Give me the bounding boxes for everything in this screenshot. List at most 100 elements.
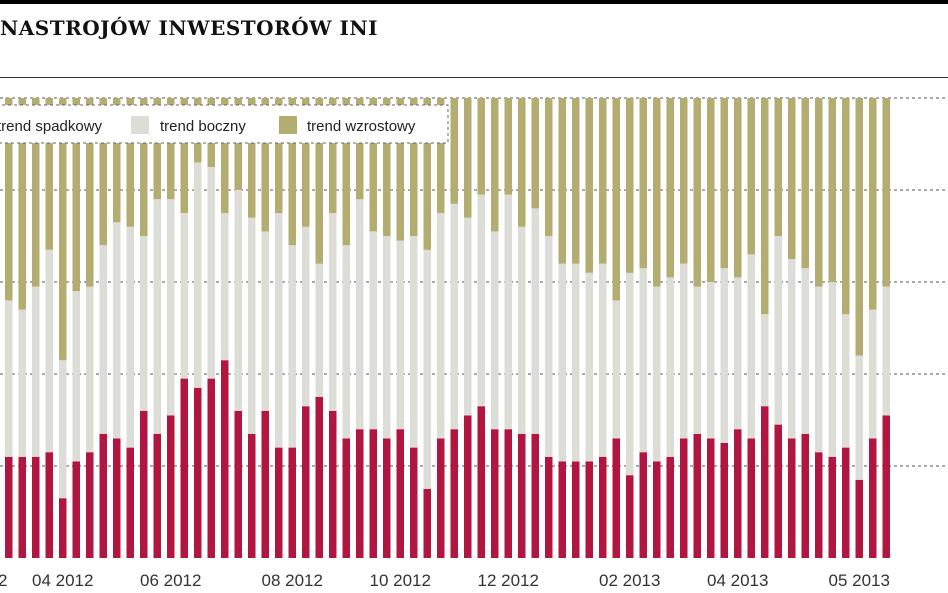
bar-up-43 [585, 98, 593, 273]
bar-up-50 [680, 98, 688, 264]
bar-down-41 [558, 461, 566, 558]
bar-down-50 [680, 438, 688, 558]
x-axis-ticks: 2 04 2012 06 2012 08 2012 10 2012 12 2012 02 2… [0, 571, 890, 590]
bar-side-45 [612, 300, 620, 439]
bar-up-35 [477, 98, 485, 195]
bar-down-30 [410, 447, 418, 558]
bar-side-10 [140, 236, 148, 411]
bar-down-3 [45, 452, 53, 558]
chart-title: NASTROJÓW INWESTORÓW INI [0, 16, 379, 40]
bar-up-46 [626, 98, 634, 273]
bar-up-65 [882, 98, 890, 287]
bar-down-0 [5, 456, 13, 558]
bar-side-51 [693, 286, 701, 434]
bar-side-4 [59, 360, 67, 499]
bar-down-25 [342, 438, 350, 558]
bar-side-27 [369, 231, 377, 430]
bar-up-2 [32, 98, 40, 287]
bar-up-1 [18, 98, 26, 310]
bar-side-62 [842, 314, 850, 448]
bar-side-32 [437, 213, 445, 439]
bar-side-40 [545, 236, 553, 457]
bar-down-48 [653, 461, 661, 558]
bar-down-51 [693, 433, 701, 558]
bar-side-18 [248, 217, 256, 434]
bar-up-17 [234, 98, 242, 190]
bar-down-65 [882, 415, 890, 558]
bar-side-63 [855, 355, 863, 480]
bar-down-55 [747, 438, 755, 558]
bar-side-6 [86, 286, 94, 453]
bar-side-7 [99, 245, 107, 434]
bar-down-63 [855, 479, 863, 558]
bar-side-56 [761, 314, 769, 407]
bar-up-6 [86, 98, 94, 287]
bar-side-58 [788, 259, 796, 439]
bar-down-9 [126, 447, 134, 558]
bar-up-5 [72, 98, 80, 292]
legend-swatch [279, 116, 297, 134]
bar-side-64 [869, 309, 877, 439]
legend-label: trend wzrostowy [307, 118, 416, 135]
bar-down-13 [180, 378, 188, 558]
bar-down-15 [207, 378, 215, 558]
bar-up-62 [842, 98, 850, 315]
bar-side-39 [531, 208, 539, 434]
bar-side-29 [396, 240, 404, 430]
bar-side-46 [626, 272, 634, 476]
bar-side-17 [234, 190, 242, 411]
bar-up-51 [693, 98, 701, 287]
bar-down-29 [396, 429, 404, 558]
bar-up-44 [599, 98, 607, 264]
bar-down-46 [626, 475, 634, 558]
bar-down-40 [545, 456, 553, 558]
bar-down-61 [828, 456, 836, 558]
x-tick-label: 08 2012 [262, 571, 323, 590]
bar-down-59 [801, 433, 809, 558]
bar-up-29 [396, 98, 404, 241]
bar-up-63 [855, 98, 863, 356]
bar-down-60 [815, 452, 823, 558]
bar-up-32 [437, 98, 445, 213]
x-tick-label: 04 2012 [32, 571, 93, 590]
bar-side-20 [275, 213, 283, 448]
bar-down-27 [369, 429, 377, 558]
x-tick-label: 10 2012 [370, 571, 431, 590]
bar-down-21 [288, 447, 296, 558]
bar-side-65 [882, 286, 890, 416]
bar-down-7 [99, 433, 107, 558]
bar-up-13 [180, 98, 188, 213]
bar-up-10 [140, 98, 148, 236]
bar-up-28 [383, 98, 391, 236]
bar-side-3 [45, 249, 53, 453]
bar-up-58 [788, 98, 796, 259]
bar-down-58 [788, 438, 796, 558]
bar-side-35 [477, 194, 485, 407]
bar-down-1 [18, 456, 26, 558]
bar-up-47 [639, 98, 647, 269]
bar-side-13 [180, 213, 188, 379]
bar-up-61 [828, 98, 836, 282]
bar-up-53 [720, 98, 728, 269]
bar-down-32 [437, 438, 445, 558]
legend: trend spadkowy trend boczny trend wzrostow… [0, 104, 449, 144]
bar-side-41 [558, 263, 566, 462]
bar-down-43 [585, 461, 593, 558]
bar-side-34 [464, 217, 472, 416]
bar-down-14 [194, 387, 202, 558]
bar-up-45 [612, 98, 620, 301]
legend-swatch [131, 116, 149, 134]
bar-down-26 [356, 429, 364, 558]
bar-side-49 [666, 277, 674, 457]
bar-up-27 [369, 98, 377, 232]
bar-down-31 [423, 489, 431, 558]
x-tick-label: 2 [0, 571, 7, 590]
bar-up-0 [5, 98, 13, 301]
bar-side-42 [572, 263, 580, 462]
bar-up-21 [288, 98, 296, 246]
bar-side-26 [356, 199, 364, 430]
bar-down-11 [153, 433, 161, 558]
bar-up-37 [504, 98, 512, 195]
bar-up-36 [491, 98, 499, 232]
legend-label: trend boczny [160, 118, 246, 135]
